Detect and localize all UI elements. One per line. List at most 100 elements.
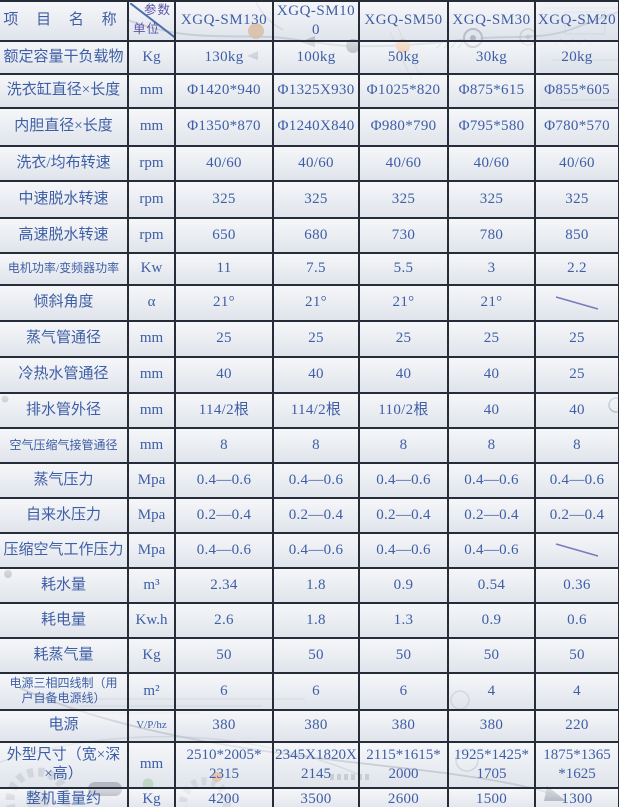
- spec-value-cell: 2.2: [534, 251, 619, 286]
- spec-value-cell: 25: [534, 319, 619, 358]
- diagonal-divider: [130, 2, 173, 37]
- spec-value-cell: Φ980*790: [358, 106, 449, 147]
- spec-unit-cell: mm: [127, 355, 176, 394]
- spec-value-cell: 30kg: [447, 39, 536, 75]
- spec-unit-cell: rpm: [127, 216, 176, 254]
- spec-value-cell: 0.9: [447, 601, 536, 639]
- spec-item-cell: 额定容量干负载物: [0, 39, 129, 75]
- spec-unit-cell: mm: [127, 72, 176, 109]
- spec-value-cell: 20kg: [534, 39, 619, 75]
- spec-value-cell: 40: [534, 391, 619, 429]
- table-row: 耗水量 m³ 2.34 1.8 0.9 0.54 0.36: [0, 566, 619, 604]
- table-row: 排水管外径 mm 114/2根 114/2根 110/2根 40 40: [0, 391, 619, 429]
- spec-value-cell: 380: [174, 708, 274, 743]
- spec-item-cell: 洗衣缸直径×长度: [0, 72, 129, 109]
- table-row: 蒸气管通径 mm 25 25 25 25 25: [0, 319, 619, 358]
- spec-value-cell: Φ780*570: [534, 106, 619, 147]
- spec-unit-cell: mm: [127, 391, 176, 429]
- spec-value-cell: 0.4—0.6: [174, 531, 274, 569]
- spec-item-cell: 电机功率/变频器功率: [0, 251, 129, 286]
- spec-unit-cell: mm: [127, 319, 176, 358]
- spec-value-cell: 780: [447, 216, 536, 254]
- spec-value-cell: 0.2—0.4: [447, 496, 536, 534]
- spec-value-cell: 21°: [174, 283, 274, 322]
- table-row: 高速脱水转速 rpm 650 680 730 780 850: [0, 216, 619, 254]
- spec-value-cell: 0.6: [534, 601, 619, 639]
- spec-item-cell: 倾斜角度: [0, 283, 129, 322]
- table-row: 空气压缩气接管通径 mm 8 8 8 8 8: [0, 426, 619, 464]
- spec-value-cell: 6: [358, 671, 449, 711]
- table-row: 电机功率/变频器功率 Kw 11 7.5 5.5 3 2.2: [0, 251, 619, 286]
- spec-value-cell: 0.36: [534, 566, 619, 604]
- spec-value-cell: Φ855*605: [534, 72, 619, 109]
- spec-value-cell: 25: [358, 319, 449, 358]
- spec-value-cell: 1925*1425* 1705: [447, 740, 536, 789]
- slash-mark: [555, 543, 599, 557]
- spec-value-cell: 40/60: [534, 144, 619, 182]
- spec-value-cell: 11: [174, 251, 274, 286]
- spec-value-cell: 50: [534, 636, 619, 674]
- spec-value-cell: 114/2根: [272, 391, 360, 429]
- spec-unit-cell: Mpa: [127, 461, 176, 499]
- spec-value-cell: 100kg: [272, 39, 360, 75]
- spec-value-cell: 0.4—0.6: [272, 461, 360, 499]
- spec-value-cell: 380: [358, 708, 449, 743]
- spec-value-cell: 8: [358, 426, 449, 464]
- spec-unit-cell: Mpa: [127, 496, 176, 534]
- spec-item-cell: 洗衣/均布转速: [0, 144, 129, 182]
- spec-value-cell: 220: [534, 708, 619, 743]
- spec-value-cell: 0.4—0.6: [447, 531, 536, 569]
- spec-item-cell: 蒸气管通径: [0, 319, 129, 358]
- spec-value-cell: Φ1420*940: [174, 72, 274, 109]
- spec-unit-cell: Kw: [127, 251, 176, 286]
- spec-value-cell: 0.2—0.4: [534, 496, 619, 534]
- spec-value-cell: 50kg: [358, 39, 449, 75]
- spec-value-cell: 8: [174, 426, 274, 464]
- spec-value-cell: 0.4—0.6: [358, 461, 449, 499]
- spec-value-cell: 4: [447, 671, 536, 711]
- header-row: 项 目 名 称参数 单位 XGQ-SM130 XGQ-SM100 XGQ-SM50 XGQ…: [0, 0, 619, 42]
- spec-value-cell: 5.5: [358, 251, 449, 286]
- spec-value-cell: [534, 531, 619, 569]
- spec-value-cell: 8: [447, 426, 536, 464]
- spec-value-cell: 7.5: [272, 251, 360, 286]
- spec-value-cell: 650: [174, 216, 274, 254]
- spec-value-cell: 3: [447, 251, 536, 286]
- column-header-model: XGQ-SM50: [358, 0, 449, 42]
- spec-value-cell: 40/60: [358, 144, 449, 182]
- spec-value-cell: 1500: [447, 786, 536, 807]
- spec-value-cell: Φ875*615: [447, 72, 536, 109]
- spec-value-cell: 40/60: [272, 144, 360, 182]
- spec-unit-cell: Kw.h: [127, 601, 176, 639]
- spec-value-cell: 325: [174, 179, 274, 219]
- spec-value-cell: 0.54: [447, 566, 536, 604]
- spec-item-cell: 高速脱水转速: [0, 216, 129, 254]
- spec-value-cell: Φ1240X840: [272, 106, 360, 147]
- spec-value-cell: [534, 283, 619, 322]
- spec-value-cell: 50: [174, 636, 274, 674]
- spec-value-cell: 40: [272, 355, 360, 394]
- spec-unit-cell: m²: [127, 671, 176, 711]
- spec-value-cell: 40: [447, 391, 536, 429]
- spec-value-cell: 6: [272, 671, 360, 711]
- spec-value-cell: 0.4—0.6: [447, 461, 536, 499]
- spec-item-cell: 压缩空气工作压力: [0, 531, 129, 569]
- spec-unit-cell: Mpa: [127, 531, 176, 569]
- spec-value-cell: 325: [447, 179, 536, 219]
- spec-item-cell: 整机重量约: [0, 786, 129, 807]
- spec-value-cell: 0.4—0.6: [174, 461, 274, 499]
- spec-value-cell: 380: [447, 708, 536, 743]
- table-row: 电源三相四线制（用 户自备电源线） m² 6 6 6 4 4: [0, 671, 619, 711]
- spec-value-cell: Φ1025*820: [358, 72, 449, 109]
- spec-item-cell: 空气压缩气接管通径: [0, 426, 129, 464]
- table-row: 自来水压力 Mpa 0.2—0.4 0.2—0.4 0.2—0.4 0.2—0.4 0.2—…: [0, 496, 619, 534]
- spec-unit-cell: Kg: [127, 786, 176, 807]
- param-unit-header: 参数 单位: [127, 0, 176, 42]
- table-row: 内胆直径×长度 mm Φ1350*870 Φ1240X840 Φ980*790 Φ795*…: [0, 106, 619, 147]
- table-row: 中速脱水转速 rpm 325 325 325 325 325: [0, 179, 619, 219]
- spec-value-cell: 2.34: [174, 566, 274, 604]
- spec-item-cell: 蒸气压力: [0, 461, 129, 499]
- item-name-header: 项 目 名 称: [0, 0, 129, 42]
